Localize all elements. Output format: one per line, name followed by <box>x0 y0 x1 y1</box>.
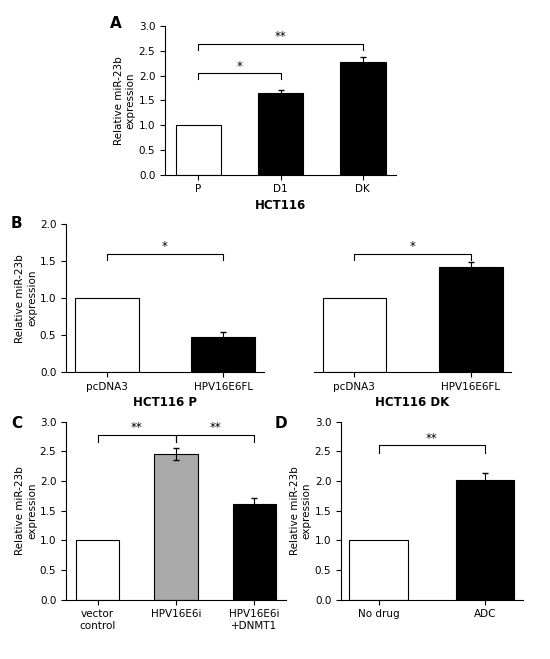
Bar <box>155 455 197 600</box>
Bar <box>258 93 303 175</box>
Text: *: * <box>236 59 242 72</box>
Bar <box>322 298 386 372</box>
Bar <box>191 337 255 372</box>
X-axis label: HCT116: HCT116 <box>255 198 306 212</box>
Bar <box>233 503 276 600</box>
Y-axis label: Relative miR-23b
expression: Relative miR-23b expression <box>290 467 312 555</box>
Text: A: A <box>110 16 122 32</box>
Y-axis label: Relative miR-23b
expression: Relative miR-23b expression <box>15 254 37 343</box>
Text: *: * <box>410 240 415 253</box>
Text: **: ** <box>274 30 287 43</box>
Text: **: ** <box>210 421 221 434</box>
Text: **: ** <box>131 421 142 434</box>
Text: D: D <box>275 416 288 432</box>
Bar <box>456 480 514 600</box>
Bar <box>439 267 503 372</box>
Bar <box>75 298 139 372</box>
Bar <box>175 125 221 175</box>
Y-axis label: Relative miR-23b
expression: Relative miR-23b expression <box>15 467 37 555</box>
Y-axis label: Relative miR-23b
expression: Relative miR-23b expression <box>114 56 136 145</box>
Bar <box>76 540 119 600</box>
Text: C: C <box>11 416 22 432</box>
Text: *: * <box>162 240 168 253</box>
Bar <box>349 540 408 600</box>
X-axis label: HCT116 DK: HCT116 DK <box>375 396 450 409</box>
Bar <box>340 62 386 175</box>
Text: B: B <box>11 216 23 231</box>
Text: **: ** <box>426 432 438 445</box>
X-axis label: HCT116 P: HCT116 P <box>133 396 197 409</box>
